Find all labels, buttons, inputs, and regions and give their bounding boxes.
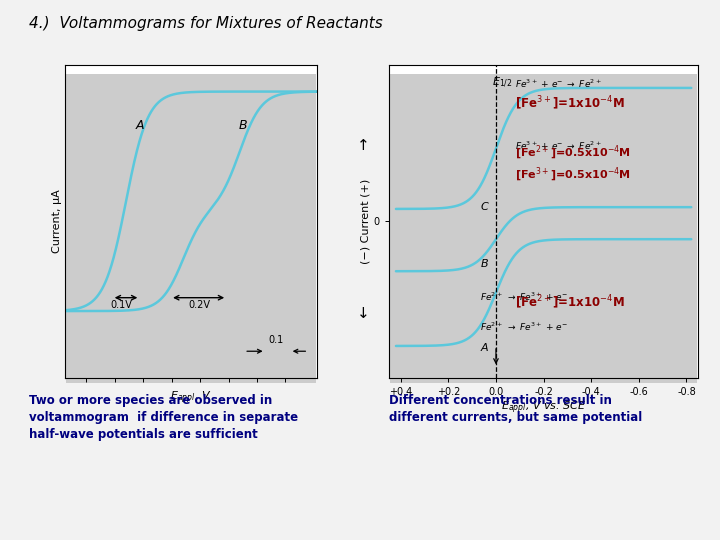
- Text: Fe$^{3+}$ + e$^{-}$ $\rightarrow$ Fe$^{2+}$: Fe$^{3+}$ + e$^{-}$ $\rightarrow$ Fe$^{2…: [515, 139, 602, 152]
- Text: $B$: $B$: [238, 119, 248, 132]
- Text: $E_{1/2}$: $E_{1/2}$: [492, 76, 513, 90]
- Text: ↑: ↑: [356, 138, 369, 153]
- Text: $A$: $A$: [480, 341, 490, 353]
- Text: [Fe$^{3+}$]=1x10$^{-4}$M: [Fe$^{3+}$]=1x10$^{-4}$M: [515, 94, 625, 112]
- Text: $C$: $C$: [480, 200, 490, 212]
- Text: [Fe$^{2+}$]=0.5x10$^{-4}$M
[Fe$^{3+}$]=0.5x10$^{-4}$M: [Fe$^{2+}$]=0.5x10$^{-4}$M [Fe$^{3+}$]=0…: [515, 144, 631, 184]
- Text: 4.)  Voltammograms for Mixtures of Reactants: 4.) Voltammograms for Mixtures of Reacta…: [29, 16, 382, 31]
- FancyBboxPatch shape: [66, 74, 315, 383]
- Text: [Fe$^{2+}$]=1x10$^{-4}$M: [Fe$^{2+}$]=1x10$^{-4}$M: [515, 293, 625, 311]
- X-axis label: $E_{appl}$, V vs. SCE: $E_{appl}$, V vs. SCE: [501, 400, 586, 416]
- Text: ↓: ↓: [356, 306, 369, 321]
- Y-axis label: Current, μA: Current, μA: [52, 190, 62, 253]
- Text: 0.1V: 0.1V: [110, 300, 132, 310]
- Text: Two or more species are observed in
voltammogram  if difference in separate
half: Two or more species are observed in volt…: [29, 394, 298, 441]
- Text: Fe$^{2+}$ $\rightarrow$ Fe$^{3+}$ + e$^{-}$: Fe$^{2+}$ $\rightarrow$ Fe$^{3+}$ + e$^{…: [480, 291, 568, 303]
- X-axis label: $E_{appl}$, V: $E_{appl}$, V: [170, 390, 212, 406]
- Text: Different concentrations result in
different currents, but same potential: Different concentrations result in diffe…: [389, 394, 642, 424]
- Text: $A$: $A$: [135, 119, 145, 132]
- Text: $B$: $B$: [480, 257, 490, 269]
- FancyBboxPatch shape: [390, 74, 697, 383]
- Text: 0.1: 0.1: [269, 335, 284, 345]
- Text: Fe$^{2+}$ $\rightarrow$ Fe$^{3+}$ + e$^{-}$: Fe$^{2+}$ $\rightarrow$ Fe$^{3+}$ + e$^{…: [480, 321, 568, 334]
- Text: Fe$^{3+}$ + e$^{-}$ $\rightarrow$ Fe$^{2+}$: Fe$^{3+}$ + e$^{-}$ $\rightarrow$ Fe$^{2…: [515, 77, 602, 90]
- Y-axis label: (−) Current (+): (−) Current (+): [361, 179, 371, 264]
- Text: 0.2V: 0.2V: [189, 300, 211, 310]
